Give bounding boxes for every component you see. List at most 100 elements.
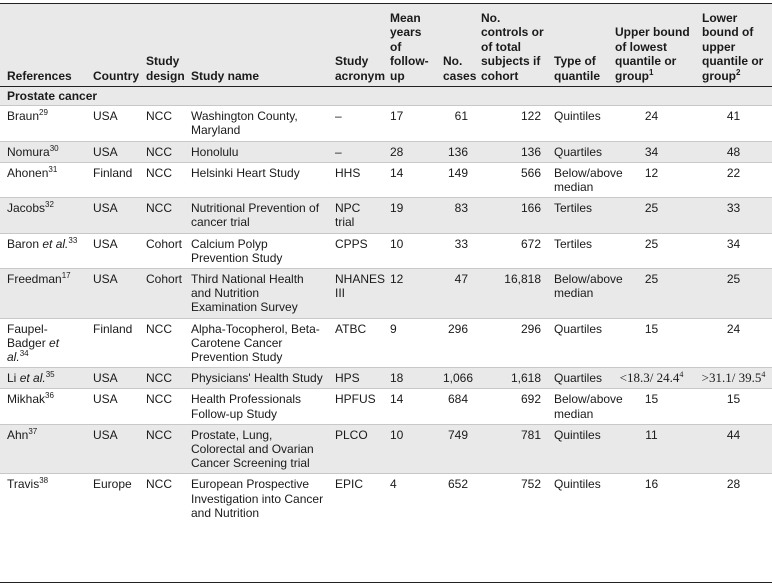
- header-references: References: [0, 4, 86, 87]
- cell-quantile: Quintiles: [547, 423, 608, 474]
- cell-study-name: Helsinki Heart Study: [184, 161, 328, 198]
- cell-years: 9: [383, 317, 436, 368]
- cell-reference: Ahn37: [0, 423, 86, 474]
- header-lower-bound-note: 2: [736, 67, 741, 77]
- reference-author: Li: [7, 371, 20, 386]
- cell-reference: Nomura30: [0, 140, 86, 163]
- cell-lower-bound: 24: [695, 317, 772, 368]
- cell-years: 14: [383, 161, 436, 198]
- reference-author: Braun: [7, 109, 40, 124]
- cell-country: Finland: [86, 317, 139, 368]
- cell-design: NCC: [139, 423, 184, 474]
- header-study-acronym: Study acronym: [328, 4, 385, 87]
- cell-cases: 1,066: [436, 367, 474, 389]
- header-row: References Country Study design Study na…: [0, 4, 772, 87]
- cell-lower-bound: 41: [695, 105, 772, 142]
- cell-lower-bound: 22: [695, 161, 772, 198]
- cell-reference: Braun29: [0, 105, 86, 142]
- cell-years: 10: [383, 423, 436, 474]
- cell-design: NCC: [139, 473, 184, 524]
- table-row: Travis38 Europe NCC European Prospective…: [0, 473, 772, 524]
- cell-years: 28: [383, 140, 436, 163]
- cell-lower-bound: 28: [695, 473, 772, 524]
- header-no-cases: No. cases: [436, 4, 476, 87]
- cell-acronym: NHANES III: [328, 268, 385, 319]
- cell-cases: 149: [436, 161, 474, 198]
- upper-bound-value: 34: [644, 144, 659, 159]
- cell-acronym: HPS: [328, 367, 383, 389]
- cell-reference: Ahonen31: [0, 161, 86, 198]
- cell-cases: 33: [436, 232, 474, 269]
- cell-quantile: Below/above median: [547, 388, 623, 425]
- cell-years: 17: [383, 105, 436, 142]
- cell-years: 4: [383, 473, 436, 524]
- cell-country: USA: [86, 105, 139, 142]
- table-row: Ahn37 USA NCC Prostate, Lung, Colorectal…: [0, 423, 772, 474]
- cell-design: NCC: [139, 197, 184, 234]
- lower-bound-value: 24: [726, 321, 741, 336]
- lower-bound-value: 44: [726, 427, 741, 442]
- cell-study-name: Calcium Polyp Prevention Study: [184, 232, 328, 269]
- reference-number: 37: [28, 426, 38, 436]
- cell-years: 18: [383, 367, 436, 389]
- reference-number: 35: [45, 370, 55, 380]
- cell-study-name: Physicians' Health Study: [184, 367, 328, 389]
- cell-upper-bound: 24: [608, 105, 695, 142]
- cell-design: NCC: [139, 367, 184, 389]
- header-upper-bound: Upper bound of lowest quantile or group1: [608, 4, 695, 87]
- upper-bound-value: 25: [644, 236, 659, 251]
- cell-reference: Li et al.35: [0, 367, 86, 389]
- header-study-name: Study name: [184, 4, 328, 87]
- cell-cases: 749: [436, 423, 474, 474]
- section-title: Prostate cancer: [0, 86, 772, 106]
- header-type-quantile: Type of quantile: [547, 4, 608, 87]
- cell-lower-bound: 15: [695, 388, 772, 425]
- table-row: Mikhak36 USA NCC Health Professionals Fo…: [0, 388, 772, 425]
- cell-controls: 672: [474, 232, 547, 269]
- cell-lower-bound: 44: [695, 423, 772, 474]
- cell-reference: Baron et al.33: [0, 232, 86, 269]
- reference-author: Ahonen: [7, 165, 49, 180]
- cell-controls: 166: [474, 197, 547, 234]
- cell-acronym: NPC trial: [328, 197, 383, 234]
- cell-quantile: Quartiles: [547, 140, 608, 163]
- cell-controls: 16,818: [474, 268, 547, 319]
- cell-reference: Mikhak36: [0, 388, 86, 425]
- cell-years: 12: [383, 268, 436, 319]
- cell-reference: Travis38: [0, 473, 86, 524]
- cell-study-name: Nutritional Prevention of cancer trial: [184, 197, 328, 234]
- cell-cases: 61: [436, 105, 474, 142]
- cell-study-name: European Prospective Investigation into …: [184, 473, 328, 524]
- cell-acronym: –: [328, 105, 383, 142]
- cell-upper-bound: 16: [608, 473, 695, 524]
- table-row: Braun29 USA NCC Washington County, Maryl…: [0, 105, 772, 142]
- reference-author: Mikhak: [7, 392, 46, 407]
- cell-upper-bound: 15: [608, 388, 695, 425]
- reference-author: Jacobs: [7, 201, 46, 216]
- upper-bound-value: 25: [644, 201, 659, 216]
- cell-controls: 692: [474, 388, 547, 425]
- cell-controls: 122: [474, 105, 547, 142]
- cell-upper-bound: 12: [608, 161, 695, 198]
- table-row: Faupel-Badger et al.34 Finland NCC Alpha…: [0, 317, 772, 368]
- reference-number: 29: [39, 108, 48, 118]
- cell-cases: 296: [436, 317, 474, 368]
- lower-bound-value: 41: [726, 109, 741, 124]
- top-rule: [0, 3, 772, 4]
- reference-author: Travis: [7, 477, 40, 492]
- reference-number: 32: [45, 200, 54, 210]
- reference-et-al: et al.: [19, 371, 46, 386]
- upper-bound-value: 11: [645, 427, 658, 442]
- upper-bound-value: 24: [644, 109, 659, 124]
- table-row: Nomura30 USA NCC Honolulu – 28 136 136 Q…: [0, 140, 772, 163]
- upper-bound-value: 25: [644, 272, 659, 287]
- lower-bound-value: 22: [726, 165, 741, 180]
- cell-quantile: Tertiles: [547, 232, 608, 269]
- cell-lower-bound: 25: [695, 268, 772, 319]
- cell-controls: 752: [474, 473, 547, 524]
- header-upper-bound-note: 1: [649, 67, 654, 77]
- cell-country: USA: [86, 140, 139, 163]
- reference-et-al: et al.: [42, 236, 69, 251]
- cell-upper-bound: 11: [608, 423, 695, 474]
